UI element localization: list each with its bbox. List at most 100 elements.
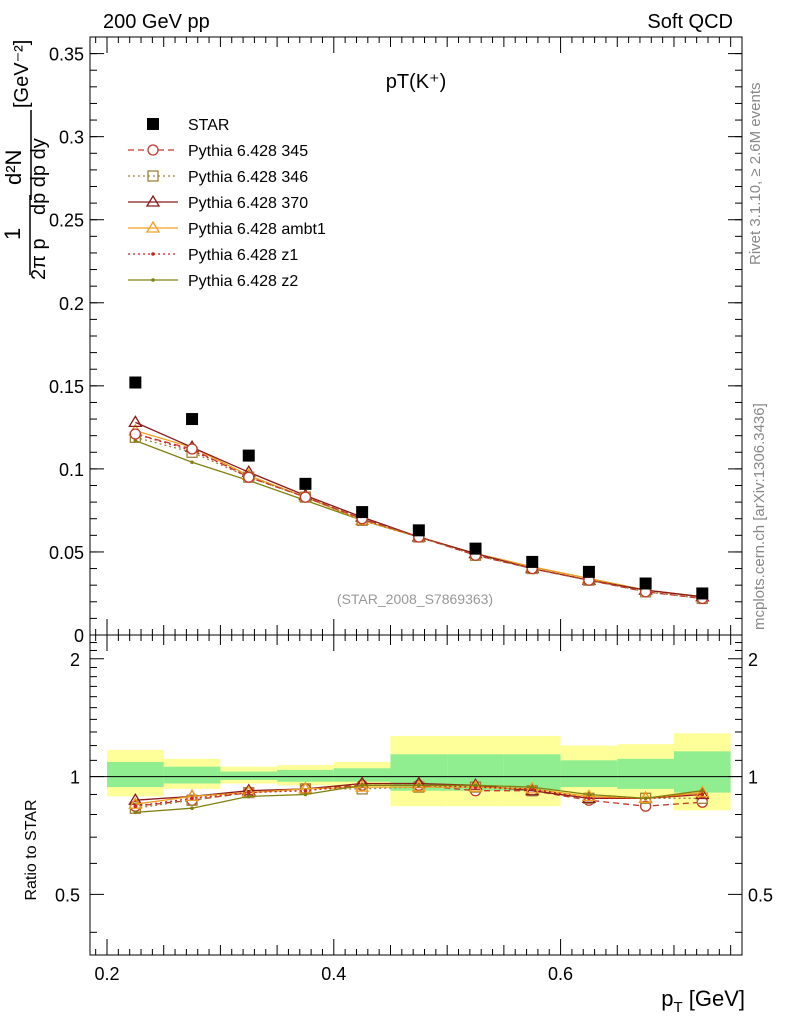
y-tick-label: 0.1 [59,460,84,480]
marker-dot [190,796,194,801]
series-pythia-6-428-ambt1 [128,423,710,602]
y-tick-label: 0.2 [59,294,84,314]
marker-dot [700,788,705,793]
band-green [617,758,674,789]
ylabel-one: 1 [0,228,25,240]
series-star [129,376,709,600]
series-line [135,439,703,598]
y-tick-label: 0.3 [59,128,84,148]
band-green [107,761,164,788]
legend-entry: Pythia 6.428 ambt1 [128,220,326,238]
marker-square [469,542,482,555]
ratio-y-tick-label: 1 [70,768,80,788]
marker-dot [151,252,155,256]
legend: STAR Pythia 6.428 345 Pythia 6.428 346 Pyth… [128,117,326,290]
band-green [163,766,221,784]
legend-entry: Pythia 6.428 345 [128,143,308,160]
marker-square [696,587,709,600]
marker-square [186,413,199,426]
marker-dot [643,796,648,801]
watermark: (STAR_2008_S7869363) [337,591,493,607]
y-tick-label: 0 [74,626,84,646]
ratio-line [135,784,703,807]
side-label-rivet: Rivet 3.1.10, ≥ 2.6M events [747,83,764,266]
legend-label: Pythia 6.428 z2 [188,273,298,290]
marker-triangle [411,779,426,792]
marker-square [356,506,369,519]
marker-dot [303,792,308,797]
marker-triangle [128,796,143,809]
marker-circle [186,443,198,455]
band-green [277,769,334,782]
marker-circle [243,471,255,483]
ylabel-denom1: 2π p [28,238,50,280]
ratio-ylabel: Ratio to STAR [23,799,40,900]
marker-square [147,118,159,130]
ylabel-num: d²N [1,150,26,185]
marker-dot [133,804,138,809]
ratio-frame [89,634,743,956]
marker-dot [190,460,194,465]
marker-square [582,565,595,578]
marker-circle [129,428,142,440]
x-tick-label: 0.2 [94,964,119,984]
series-pythia-6-428-370 [128,415,710,602]
marker-triangle [128,415,143,428]
marker-square [242,449,255,462]
x-axis-label: pT [GeV] [661,986,745,1016]
legend-label: STAR [188,117,229,134]
marker-dot [530,785,535,789]
band-green [560,760,618,788]
header-left: 200 GeV pp [103,11,210,33]
marker-dot [190,806,194,811]
legend-entry: Pythia 6.428 346 [128,169,308,186]
side-label-mcplots: mcplots.cern.ch [arXiv:1306.3436] [751,403,768,630]
ratio-bands [90,733,742,811]
legend-entry: Pythia 6.428 370 [128,194,308,212]
ylabel-denom2: dp dp dy [28,138,50,215]
marker-dot [700,792,705,797]
ylabel-unit: [GeV⁻²] [11,40,33,108]
marker-dot [417,783,421,788]
legend-label: Pythia 6.428 ambt1 [188,221,326,238]
marker-square [526,555,539,568]
y-tick-label: 0.15 [49,377,84,397]
legend-label: Pythia 6.428 z1 [188,247,298,264]
marker-circle [147,144,159,156]
legend-entry: STAR [147,117,229,134]
ratio-y-tick-label: 0.5 [55,885,80,905]
ratio-y-tick-label: 2 [70,650,80,670]
marker-dot [246,790,251,795]
marker-square [299,477,312,490]
series-pythia-6-428-345 [129,428,708,605]
band-green [333,768,391,782]
marker-dot [473,783,478,788]
marker-dot [587,796,591,801]
series-line [135,433,703,598]
marker-dot [151,278,155,282]
top-axes: 0 0.05 0.1 0.15 0.2 0.25 0.3 0.35 [49,36,743,646]
ratio-series-pythia-6-428-z2 [133,783,705,815]
legend-label: Pythia 6.428 370 [188,195,308,212]
marker-square-open [147,170,159,182]
ratio-y-tick-label-right: 2 [748,650,758,670]
marker-dot [360,783,364,788]
series-line [135,433,703,600]
marker-triangle [128,792,143,805]
top-series [128,376,710,605]
top-y-axis-label: 1 2π p d²N dp dp dy [GeV⁻²] [0,40,50,280]
marker-triangle [145,194,161,207]
marker-dot [133,438,138,443]
legend-label: Pythia 6.428 345 [188,143,308,160]
marker-circle [299,491,312,503]
y-tick-label: 0.05 [49,543,84,563]
band-green [220,771,278,780]
ratio-y-tick-label-right: 1 [748,768,758,788]
legend-entry: Pythia 6.428 z2 [128,273,298,290]
marker-dot [303,788,308,793]
series-pythia-6-428-z2 [133,438,705,599]
marker-square [639,577,652,590]
legend-label: Pythia 6.428 346 [188,169,308,186]
marker-square [412,524,425,537]
